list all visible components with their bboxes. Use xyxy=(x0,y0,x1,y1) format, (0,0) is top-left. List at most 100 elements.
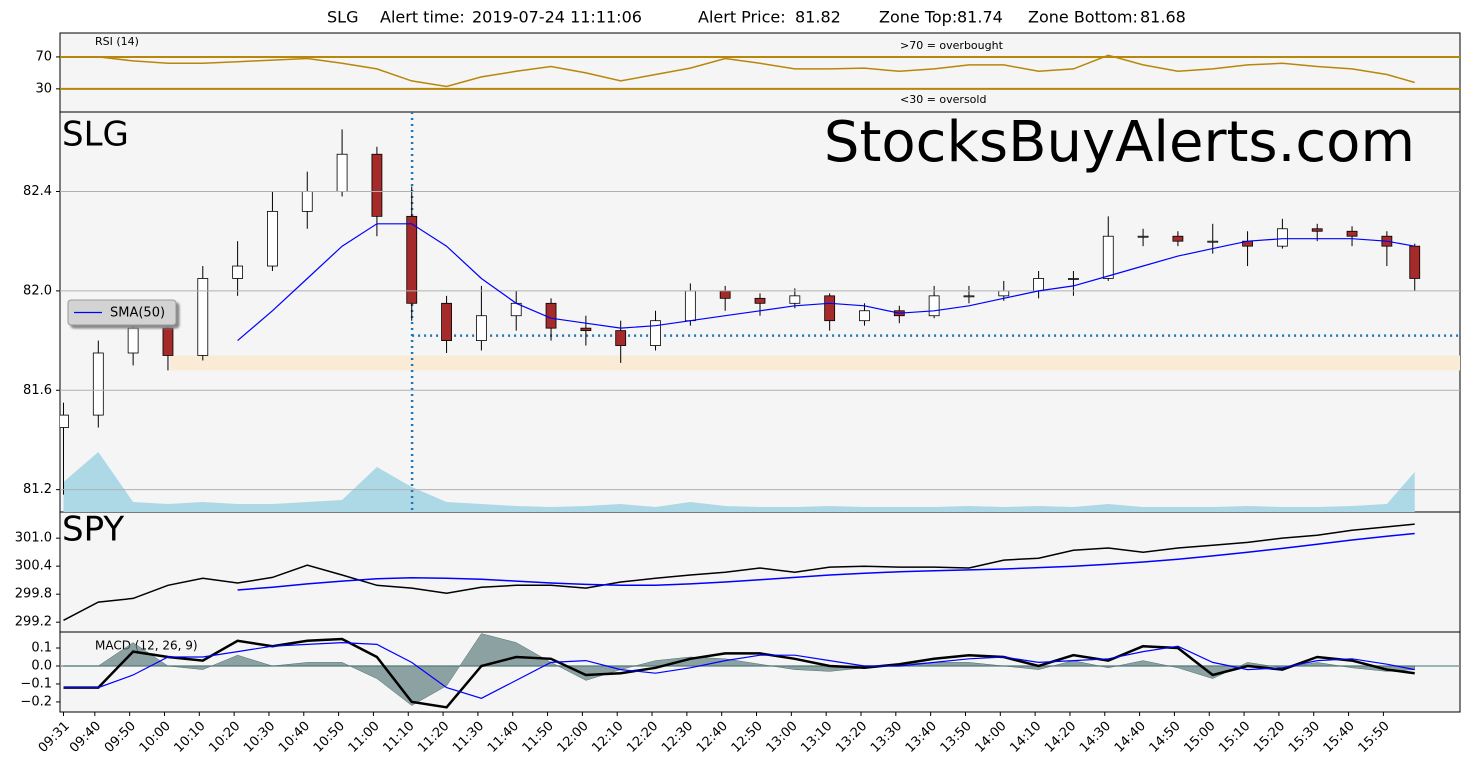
candle-body xyxy=(824,295,836,322)
x-tick-label: 12:50 xyxy=(729,719,766,756)
x-tick-label: 12:40 xyxy=(694,719,731,756)
candle-body xyxy=(336,153,348,192)
candle-body xyxy=(580,327,592,332)
panel-label: SLG xyxy=(62,115,129,155)
x-tick-label: 15:00 xyxy=(1181,719,1218,756)
y-tick-label: 299.8 xyxy=(15,587,52,602)
x-tick-label: 15:30 xyxy=(1286,719,1323,756)
legend: SMA(50) xyxy=(67,299,177,326)
x-tick-label: 10:30 xyxy=(241,719,278,756)
x-tick-label: 10:40 xyxy=(276,719,313,756)
x-tick-label: 15:20 xyxy=(1251,719,1288,756)
x-tick-label: 13:20 xyxy=(833,719,870,756)
x-tick-label: 14:00 xyxy=(973,719,1010,756)
y-tick-label: 82.0 xyxy=(23,283,52,298)
x-tick-label: 11:30 xyxy=(450,719,487,756)
candle-body xyxy=(650,320,661,346)
candle-body xyxy=(754,297,766,304)
series-line xyxy=(237,532,1415,591)
candle-body xyxy=(789,295,801,304)
candle-body xyxy=(127,327,139,354)
series-line xyxy=(63,523,1415,621)
candle-body xyxy=(615,330,627,346)
candle-body xyxy=(963,295,975,298)
annotation: >70 = overbought xyxy=(900,39,1004,52)
y-tick-label: 70 xyxy=(35,49,52,64)
candle-body xyxy=(928,295,940,317)
candle-body xyxy=(371,153,383,217)
candle-body xyxy=(406,215,418,304)
x-tick-label: 14:40 xyxy=(1112,719,1149,756)
macd-line xyxy=(63,637,1415,709)
x-tick-label: 15:40 xyxy=(1321,719,1358,756)
x-tick-label: 09:40 xyxy=(67,719,104,756)
candle-body xyxy=(1172,235,1184,242)
y-tick-label: 0.1 xyxy=(31,641,52,656)
x-tick-label: 15:10 xyxy=(1216,719,1253,756)
volume-area xyxy=(63,452,1415,512)
candle-body xyxy=(1068,278,1079,280)
alert-zone xyxy=(170,355,1460,371)
candle-body xyxy=(1137,235,1149,238)
x-tick-label: 13:10 xyxy=(798,719,835,756)
candle-body xyxy=(1346,230,1358,237)
candle-body xyxy=(232,265,244,279)
y-tick-label: 81.2 xyxy=(23,482,52,497)
x-tick-label: 09:31 xyxy=(36,719,73,756)
panel-frame xyxy=(59,511,1461,633)
y-tick-label: 301.0 xyxy=(15,531,52,546)
x-tick-label: 13:00 xyxy=(764,719,801,756)
x-tick-label: 14:20 xyxy=(1042,719,1079,756)
zone-top: 81.74 xyxy=(957,8,1003,27)
legend-label: SMA(50) xyxy=(110,306,165,321)
candle-body xyxy=(998,290,1010,297)
x-tick-label: 13:30 xyxy=(868,719,905,756)
sma-line xyxy=(237,223,1415,342)
candle-body xyxy=(475,315,487,341)
alert-time-label: Alert time: xyxy=(380,8,465,27)
candle-body xyxy=(719,290,731,299)
x-tick-label: 14:50 xyxy=(1147,719,1184,756)
y-tick-label: 30 xyxy=(35,81,52,96)
y-tick-label: 0.0 xyxy=(31,658,52,673)
x-tick-label: 11:50 xyxy=(520,719,557,756)
alert-price: 81.82 xyxy=(795,8,841,27)
zone-bottom-label: Zone Bottom: xyxy=(1028,8,1138,27)
candle-body xyxy=(1102,235,1114,279)
y-tick-label: −0.1 xyxy=(20,676,52,691)
x-tick-label: 10:10 xyxy=(172,719,209,756)
candle-body xyxy=(1311,228,1323,232)
candle-body xyxy=(197,278,209,356)
candle-body xyxy=(859,310,870,322)
alert-time: 2019-07-24 11:11:06 xyxy=(472,8,642,27)
candle-body xyxy=(92,352,104,416)
x-tick-label: 12:30 xyxy=(659,719,696,756)
x-tick-label: 13:40 xyxy=(903,719,940,756)
legend-box xyxy=(67,299,177,326)
y-tick-label: −0.2 xyxy=(20,694,52,709)
candle-body xyxy=(1276,228,1288,247)
y-tick-label: 300.4 xyxy=(15,559,52,574)
y-tick-label: 299.2 xyxy=(15,615,52,630)
candle-body xyxy=(162,327,174,356)
candle-body xyxy=(60,414,69,428)
candle-body xyxy=(441,302,452,341)
alert-price-label: Alert Price: xyxy=(698,8,786,27)
watermark: StocksBuyAlerts.com xyxy=(824,110,1415,175)
x-tick-label: 14:30 xyxy=(1077,719,1114,756)
y-tick-label: 82.4 xyxy=(23,184,52,199)
x-tick-label: 11:40 xyxy=(485,719,522,756)
signal-line xyxy=(63,641,1415,699)
x-tick-label: 13:50 xyxy=(938,719,975,756)
x-tick-label: 15:50 xyxy=(1356,719,1393,756)
x-tick-label: 14:10 xyxy=(1007,719,1044,756)
candle-body xyxy=(1409,245,1421,279)
x-tick-label: 11:00 xyxy=(346,719,383,756)
x-tick-label: 10:20 xyxy=(206,719,243,756)
x-tick-label: 11:20 xyxy=(415,719,452,756)
candle-body xyxy=(1207,240,1219,243)
candle-body xyxy=(1033,278,1045,292)
zone-bottom: 81.68 xyxy=(1140,8,1186,27)
x-tick-label: 11:10 xyxy=(380,719,417,756)
